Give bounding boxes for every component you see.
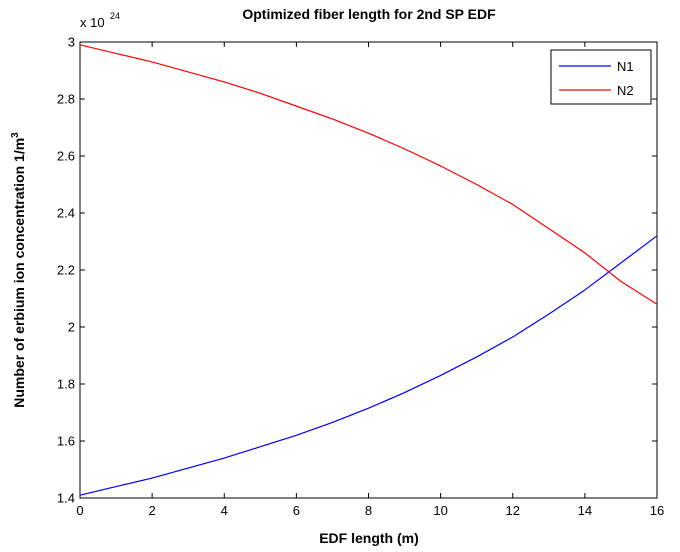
- y-axis-label: Number of erbium ion concentration 1/m3: [10, 132, 27, 408]
- y-tick-label: 2.6: [57, 149, 75, 164]
- x-tick-label: 6: [293, 503, 300, 518]
- x-tick-label: 0: [76, 503, 83, 518]
- x-tick-label: 10: [433, 503, 447, 518]
- y-tick-label: 2.2: [57, 263, 75, 278]
- y-multiplier-base: x 10: [80, 15, 105, 30]
- x-tick-label: 4: [221, 503, 228, 518]
- series-line-n1: [79, 235, 658, 496]
- x-axis-label: EDF length (m): [319, 530, 419, 546]
- x-tick-label: 8: [365, 503, 372, 518]
- plot-area: [79, 41, 658, 499]
- y-tick-label: 2: [68, 320, 75, 335]
- y-axis-label-main: Number of erbium ion concentration 1/m: [11, 138, 27, 408]
- x-tick-label: 14: [578, 503, 592, 518]
- x-tick-label: 2: [149, 503, 156, 518]
- legend-label-n1: N1: [617, 59, 634, 74]
- legend-label-n2: N2: [617, 83, 634, 98]
- y-tick-label: 1.4: [57, 491, 75, 506]
- series-lines: [79, 44, 658, 496]
- y-tick-label: 2.8: [57, 92, 75, 107]
- y-tick-label: 1.6: [57, 434, 75, 449]
- y-tick-label: 1.8: [57, 377, 75, 392]
- legend-box: [550, 49, 652, 105]
- y-tick-label: 3: [68, 35, 75, 50]
- y-axis: 1.4 1.6 1.8 2 2.2 2.4 2.6 2.8 3: [57, 35, 657, 506]
- y-multiplier-label: x 10 24: [80, 11, 120, 30]
- x-axis: 0 2 4 6 8 10 12 14 16: [76, 42, 664, 518]
- x-tick-label: 12: [506, 503, 520, 518]
- series-line-n2: [79, 44, 658, 305]
- y-tick-label: 2.4: [57, 206, 75, 221]
- y-multiplier-exponent: 24: [110, 11, 120, 21]
- x-tick-label: 16: [650, 503, 664, 518]
- y-axis-label-sup: 3: [10, 132, 21, 138]
- chart-title: Optimized fiber length for 2nd SP EDF: [242, 6, 496, 22]
- legend: N1 N2: [550, 49, 652, 105]
